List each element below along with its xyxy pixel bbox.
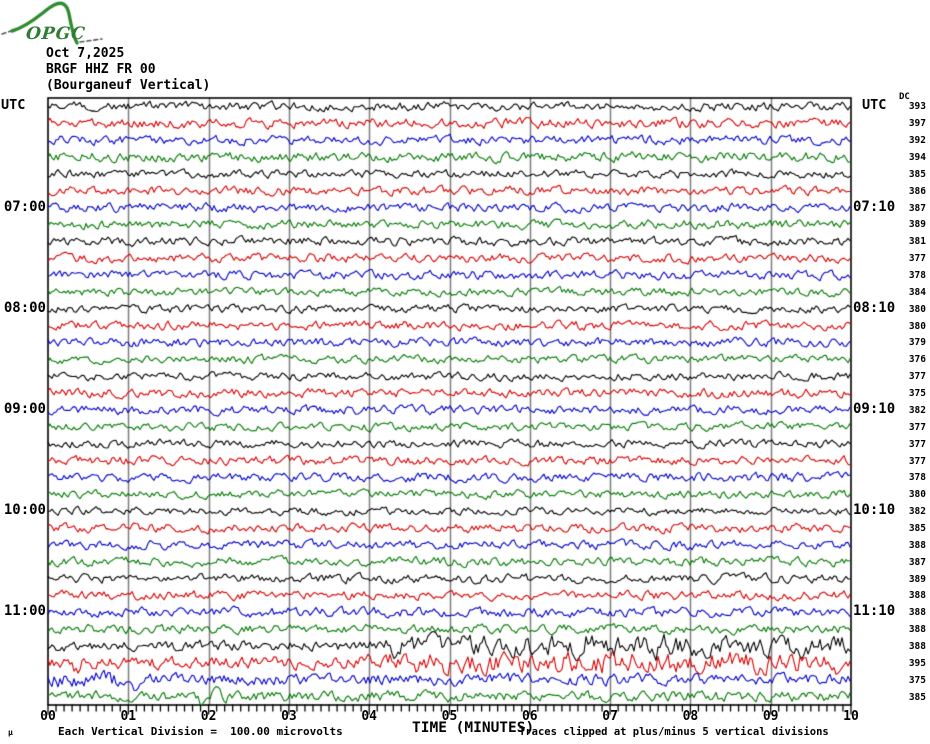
dc-value: 375 — [908, 388, 926, 400]
dc-value: 382 — [908, 506, 926, 518]
x-tick-label: 07 — [602, 709, 618, 724]
dc-value: 378 — [908, 270, 926, 282]
dc-value: 389 — [908, 219, 926, 231]
dc-value: 376 — [908, 354, 926, 366]
dc-value: 382 — [908, 404, 926, 416]
x-tick-label: 08 — [682, 709, 699, 724]
dc-value: 394 — [908, 152, 926, 163]
dc-value: 388 — [908, 607, 926, 619]
x-tick-label: 10 — [843, 709, 859, 724]
left-hour-label: 10:00 — [3, 502, 46, 519]
dc-value: 378 — [908, 472, 926, 484]
dc-value: 375 — [908, 674, 926, 686]
x-tick-label: 04 — [361, 709, 378, 724]
dc-value: 385 — [908, 168, 926, 180]
dc-value: 388 — [908, 624, 926, 636]
dc-value: 385 — [908, 522, 926, 534]
clip-note: Traces clipped at plus/minus 5 vertical … — [519, 726, 829, 738]
right-hour-label: 08:10 — [853, 299, 896, 316]
x-tick-label: 06 — [521, 709, 538, 724]
station-name-label: (Bourganeuf Vertical) — [46, 78, 211, 93]
dc-value: 377 — [908, 455, 926, 467]
dc-column-header: DC — [899, 92, 910, 102]
dc-value: 386 — [908, 185, 926, 197]
dc-value: 380 — [908, 303, 926, 315]
dc-value: 377 — [908, 421, 926, 433]
x-tick-label: 01 — [120, 709, 137, 724]
x-tick-label: 02 — [200, 709, 217, 724]
left-hour-label: 11:00 — [3, 603, 46, 620]
dc-value: 380 — [908, 320, 926, 332]
dc-value: 377 — [908, 371, 926, 383]
dc-value: 387 — [908, 556, 926, 568]
station-code-label: BRGF HHZ FR 00 — [46, 62, 156, 77]
dc-value: 387 — [908, 202, 926, 214]
right-hour-label: 07:10 — [853, 198, 896, 215]
left-hour-label: 09:00 — [3, 400, 46, 417]
dc-value: 393 — [908, 101, 926, 113]
scale-note: Each Vertical Division = 100.00 microvol… — [58, 725, 343, 738]
x-axis-title: TIME (MINUTES) — [412, 720, 535, 736]
right-hour-label: 09:10 — [853, 400, 896, 417]
dc-value: 385 — [908, 691, 926, 703]
dc-value: 389 — [908, 573, 926, 585]
dc-value: 388 — [908, 590, 926, 602]
x-tick-label: 09 — [762, 709, 779, 724]
dc-value: 379 — [908, 337, 926, 349]
dc-value: 384 — [908, 286, 926, 298]
left-hour-label: 08:00 — [3, 299, 46, 316]
right-hour-label: 10:10 — [853, 502, 896, 519]
opgc-logo-text: OPGC — [24, 24, 87, 44]
dc-value: 377 — [908, 438, 926, 450]
left-hour-label: 07:00 — [3, 198, 46, 215]
utc-left-label: UTC — [1, 97, 26, 113]
x-tick-label: 05 — [441, 709, 458, 724]
dc-value: 388 — [908, 640, 926, 652]
dc-value: 380 — [908, 489, 926, 501]
x-tick-label: 00 — [40, 709, 56, 724]
dc-value: 395 — [908, 657, 926, 669]
date-label: Oct 7,2025 — [46, 46, 125, 61]
right-hour-label: 11:10 — [853, 603, 896, 620]
opgc-logo: OPGC — [25, 24, 87, 44]
dc-value: 388 — [908, 539, 926, 551]
utc-right-label: UTC — [862, 97, 887, 113]
dc-value: 397 — [908, 118, 926, 130]
x-tick-label: 03 — [281, 709, 297, 724]
micro-mark: µ — [8, 728, 13, 737]
dc-value: 381 — [908, 236, 926, 248]
dc-value: 377 — [908, 253, 926, 265]
dc-value: 392 — [908, 135, 926, 147]
